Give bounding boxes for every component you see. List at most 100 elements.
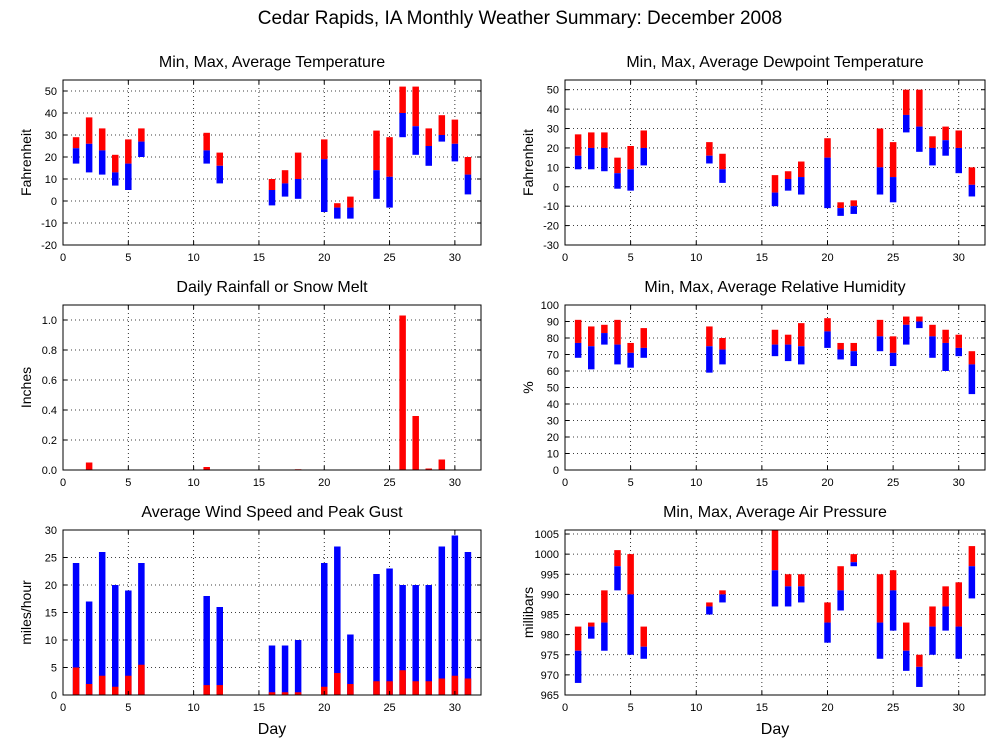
temp-bar-avg-min bbox=[98, 150, 106, 175]
pressure-bar-max-avg bbox=[771, 530, 779, 571]
pressure-bar-avg-min bbox=[916, 666, 923, 687]
pressure-bar-max-avg bbox=[837, 566, 844, 591]
dewpoint-bar-avg-min bbox=[640, 147, 647, 166]
temp-bar-max-avg bbox=[425, 128, 432, 146]
temp-bar-avg-min bbox=[281, 183, 289, 197]
precip-xtick-label: 0 bbox=[60, 477, 66, 489]
wind-bar-peak-gust bbox=[281, 645, 289, 695]
wind-bar-avg-speed bbox=[72, 667, 80, 695]
pressure-bar-max-avg bbox=[850, 554, 857, 563]
dewpoint-xtick-label: 30 bbox=[953, 252, 965, 264]
dewpoint-ytick-label: 40 bbox=[547, 104, 559, 116]
pressure-xtick-label: 10 bbox=[690, 702, 702, 714]
pressure-xlabel: Day bbox=[761, 721, 789, 738]
rh-bar-avg-min bbox=[601, 333, 608, 345]
temp-bar-max-avg bbox=[203, 132, 210, 151]
wind-bar-avg-speed bbox=[451, 675, 459, 695]
wind-bar-peak-gust bbox=[321, 563, 328, 695]
precip-chart: 0.0 0.2 0.4 0.6 0.8 1.0 0 5 10 15 20 25 30 Daily Rain… bbox=[18, 279, 482, 489]
wind-bar-avg-speed bbox=[464, 678, 472, 695]
temp-xtick-label: 10 bbox=[188, 252, 200, 264]
temp-bar-max-avg bbox=[464, 157, 472, 175]
rh-ytick-label: 0 bbox=[553, 465, 559, 477]
temp-bar-max-avg bbox=[72, 137, 80, 149]
dewpoint-xtick-label: 5 bbox=[628, 252, 634, 264]
pressure-bar-max-avg bbox=[588, 622, 595, 627]
rh-bar-max-avg bbox=[627, 342, 634, 353]
temp-bar-avg-min bbox=[399, 113, 406, 138]
dewpoint-bar-avg-min bbox=[968, 184, 976, 197]
temp-bar-avg-min bbox=[138, 141, 145, 157]
pressure-ytick-label: 980 bbox=[541, 630, 559, 642]
wind-ytick-label: 20 bbox=[45, 580, 57, 592]
wind-bar-avg-speed bbox=[138, 664, 145, 695]
pressure-bar-avg-min bbox=[614, 566, 621, 591]
dewpoint-xtick-label: 15 bbox=[756, 252, 768, 264]
rh-bar-max-avg bbox=[784, 334, 792, 345]
temp-bar-avg-min bbox=[451, 143, 459, 162]
rh-ytick-label: 10 bbox=[547, 449, 559, 461]
dewpoint-bar-max-avg bbox=[942, 126, 949, 141]
temp-bar-avg-min bbox=[386, 176, 393, 208]
dewpoint-xtick-label: 0 bbox=[562, 252, 568, 264]
pressure-title: Min, Max, Average Air Pressure bbox=[663, 504, 887, 521]
wind-bar-peak-gust bbox=[125, 590, 132, 695]
wind-xtick-label: 15 bbox=[253, 702, 265, 714]
dewpoint-bar-max-avg bbox=[627, 146, 634, 170]
temp-xtick-label: 15 bbox=[253, 252, 265, 264]
temp-bar-max-avg bbox=[438, 115, 446, 135]
wind-bar-avg-speed bbox=[373, 681, 380, 695]
rh-ytick-label: 20 bbox=[547, 432, 559, 444]
wind-bar-peak-gust bbox=[373, 574, 380, 695]
pressure-bar-avg-min bbox=[574, 650, 582, 683]
rh-bar-avg-min bbox=[889, 352, 897, 367]
wind-xtick-label: 10 bbox=[188, 702, 200, 714]
rh-bar-avg-min bbox=[903, 324, 910, 345]
precip-plot-border bbox=[62, 304, 482, 471]
temp-bar-avg-min bbox=[334, 207, 341, 219]
wind-ytick-label: 10 bbox=[45, 635, 57, 647]
wind-chart: 0 5 10 15 20 25 30 0 5 10 15 20 25 30 Average Wind Spe… bbox=[18, 504, 482, 738]
precip-ytick-label: 0.8 bbox=[42, 345, 57, 357]
temp-bar-max-avg bbox=[399, 86, 406, 113]
pressure-bar-max-avg bbox=[876, 574, 884, 623]
dewpoint-bar-max-avg bbox=[889, 142, 897, 178]
wind-bar-peak-gust bbox=[451, 535, 459, 695]
temp-bar-avg-min bbox=[412, 126, 419, 155]
rh-bar-avg-min bbox=[968, 364, 976, 395]
dewpoint-bar-avg-min bbox=[601, 147, 608, 172]
precip-xtick-label: 25 bbox=[383, 477, 395, 489]
rh-xtick-label: 10 bbox=[690, 477, 702, 489]
wind-bar-peak-gust bbox=[216, 607, 223, 695]
rh-bar-max-avg bbox=[798, 323, 805, 347]
dewpoint-bar-avg-min bbox=[798, 177, 805, 195]
temp-bar-max-avg bbox=[125, 139, 132, 164]
rh-bar-avg-min bbox=[627, 352, 634, 368]
rh-bar-max-avg bbox=[916, 316, 923, 322]
temp-bar-max-avg bbox=[451, 119, 459, 144]
wind-bar-avg-speed bbox=[203, 685, 210, 695]
rh-chart: 0 10 20 30 40 50 60 70 80 90 100 0 5 10 15 20 25 30 Min, M… bbox=[520, 279, 986, 489]
pressure-bar-avg-min bbox=[876, 622, 884, 659]
dewpoint-ytick-label: 0 bbox=[553, 182, 559, 194]
rh-ytick-label: 30 bbox=[547, 416, 559, 428]
wind-bar-peak-gust bbox=[294, 640, 302, 695]
rh-bar-max-avg bbox=[601, 324, 608, 334]
rh-xtick-label: 20 bbox=[821, 477, 833, 489]
pressure-bar-avg-min bbox=[784, 586, 792, 607]
dewpoint-bar-max-avg bbox=[876, 128, 884, 168]
rh-bar-avg-min bbox=[588, 346, 595, 370]
pressure-bar-avg-min bbox=[942, 606, 949, 631]
precip-ylabel: Inches bbox=[18, 367, 34, 408]
pressure-ytick-label: 970 bbox=[541, 670, 559, 682]
temp-bar-max-avg bbox=[112, 154, 119, 173]
pressure-ytick-label: 985 bbox=[541, 610, 559, 622]
rh-xtick-label: 30 bbox=[953, 477, 965, 489]
wind-ytick-label: 0 bbox=[51, 690, 57, 702]
pressure-ytick-label: 990 bbox=[541, 589, 559, 601]
temp-xtick-label: 20 bbox=[318, 252, 330, 264]
dewpoint-bar-avg-min bbox=[850, 206, 857, 214]
precip-title: Daily Rainfall or Snow Melt bbox=[176, 279, 368, 296]
pressure-bar-max-avg bbox=[706, 602, 713, 607]
dewpoint-bar-max-avg bbox=[771, 175, 779, 193]
